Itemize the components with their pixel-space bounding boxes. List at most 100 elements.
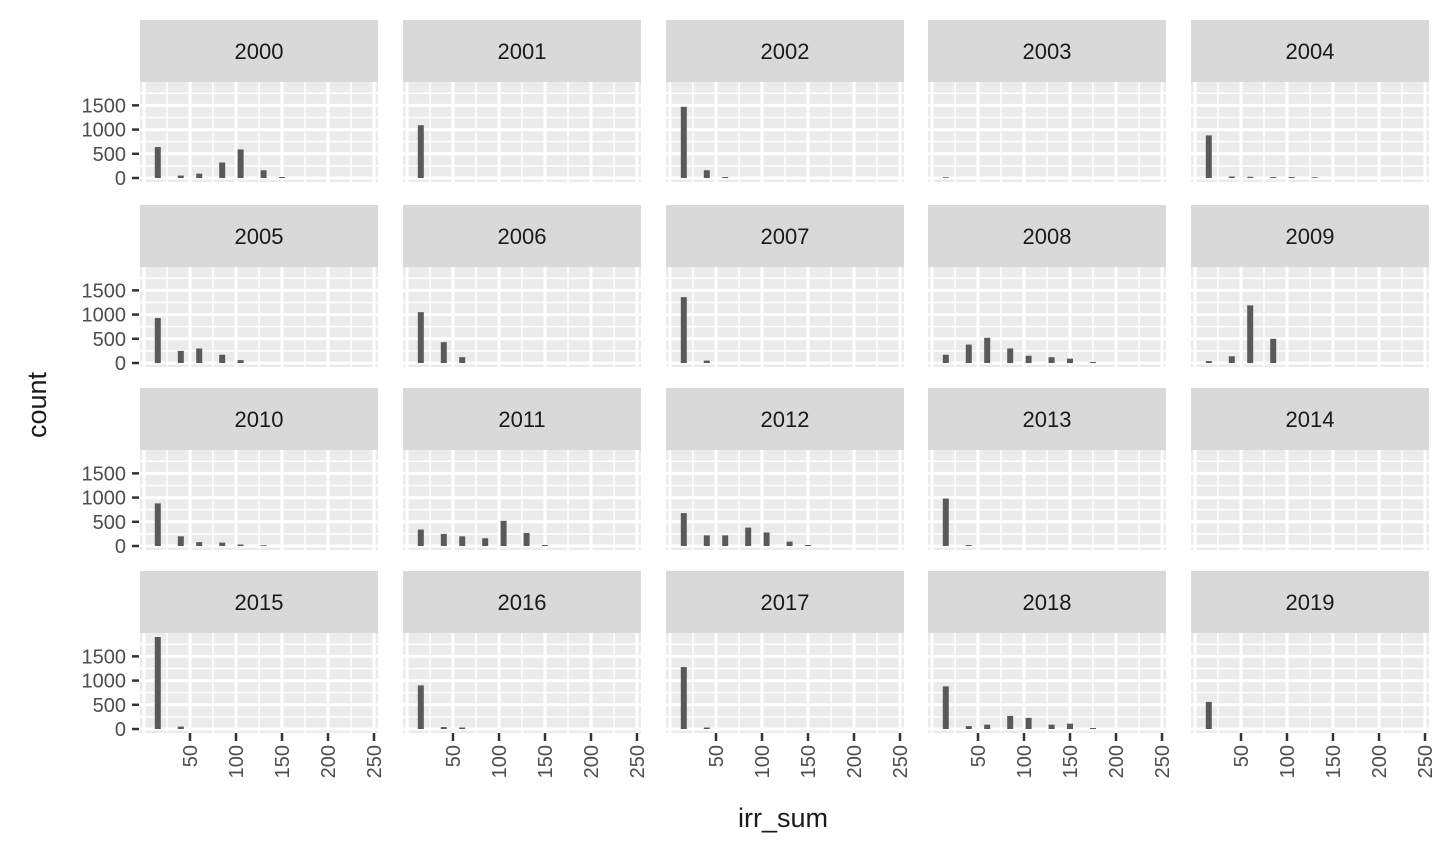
histogram-bar <box>177 175 184 178</box>
x-tick-label: 100 <box>226 745 248 778</box>
histogram-bar <box>805 545 811 546</box>
facet-panel: 2014 <box>1191 388 1429 550</box>
histogram-bar <box>417 125 424 178</box>
facet-strip-label: 2000 <box>235 39 284 64</box>
histogram-bar <box>1090 728 1096 729</box>
histogram-bar <box>459 536 466 546</box>
x-tick-label: 100 <box>1277 745 1299 778</box>
facet-strip-label: 2011 <box>498 407 545 432</box>
histogram-bar <box>965 545 972 546</box>
facet-strip <box>1191 388 1429 450</box>
facet-strip <box>403 20 641 82</box>
y-tick-label: 1000 <box>82 488 127 510</box>
histogram-bar <box>417 529 424 546</box>
y-tick-label: 1000 <box>82 120 127 142</box>
x-tick-label: 100 <box>1014 745 1036 778</box>
x-tick-label: 200 <box>318 745 340 778</box>
histogram-bar <box>1067 358 1073 363</box>
facet-strip <box>140 571 378 633</box>
facet-strip <box>140 205 378 267</box>
facet-panel: 2013 <box>928 388 1166 550</box>
facet-strip <box>928 388 1166 450</box>
facet-strip-label: 2019 <box>1286 590 1335 615</box>
facet-strip-label: 2006 <box>498 224 547 249</box>
y-tick-label: 1500 <box>82 280 127 302</box>
x-tick-label: 200 <box>844 745 866 778</box>
facet-panel: 2012 <box>666 388 904 550</box>
histogram-bar <box>417 685 424 729</box>
histogram-bar <box>219 162 226 178</box>
histogram-bar <box>1288 177 1295 178</box>
x-tick-label: 250 <box>1415 745 1437 778</box>
facet-panel: 2001 <box>403 20 641 182</box>
facet-strip-label: 2002 <box>761 39 810 64</box>
facet-strip-label: 2003 <box>1023 39 1072 64</box>
histogram-bar <box>984 337 991 363</box>
histogram-bar <box>942 686 949 729</box>
x-tick-label: 50 <box>1231 745 1253 767</box>
facet-strip <box>928 571 1166 633</box>
facet-panel: 2009 <box>1191 205 1429 367</box>
facet-panel: 2003 <box>928 20 1166 182</box>
histogram-bar <box>440 533 447 546</box>
x-tick-label: 100 <box>489 745 511 778</box>
histogram-bar <box>1205 701 1212 729</box>
histogram-bar <box>786 541 793 546</box>
facet-strip <box>403 388 641 450</box>
x-tick-label: 200 <box>581 745 603 778</box>
facet-panel: 2004 <box>1191 20 1429 182</box>
facet-strip-label: 2007 <box>761 224 810 249</box>
facet-strip-label: 2018 <box>1023 590 1072 615</box>
histogram-bar <box>177 350 184 363</box>
facet-panel: 2007 <box>666 205 904 367</box>
facet-strip <box>928 20 1166 82</box>
facet-strip <box>928 205 1166 267</box>
histogram-bar <box>680 106 687 178</box>
facet-strip <box>666 20 904 82</box>
histogram-bar <box>722 535 729 546</box>
facet-strip <box>1191 571 1429 633</box>
x-tick-label: 150 <box>1323 745 1345 778</box>
x-tick-label: 200 <box>1106 745 1128 778</box>
x-tick-label: 250 <box>364 745 386 778</box>
y-tick-label: 500 <box>93 695 126 717</box>
y-tick-label: 1000 <box>82 671 127 693</box>
x-tick-label: 150 <box>535 745 557 778</box>
facet-strip-label: 2013 <box>1023 407 1072 432</box>
histogram-bar <box>260 545 267 546</box>
x-tick-label: 250 <box>627 745 649 778</box>
facet-strip <box>1191 20 1429 82</box>
histogram-bar <box>500 520 507 546</box>
x-tick-label: 250 <box>1152 745 1174 778</box>
histogram-bar <box>1205 135 1212 178</box>
histogram-bar <box>942 354 949 363</box>
facet-panel: 2018 50 100 150 200 250 <box>928 571 1174 778</box>
x-tick-label: 50 <box>443 745 465 767</box>
histogram-bar <box>1090 362 1096 363</box>
y-tick-label: 0 <box>115 168 126 190</box>
histogram-bar <box>703 727 710 729</box>
histogram-bar <box>1025 355 1032 363</box>
histogram-bar <box>237 544 244 546</box>
histogram-bar <box>196 173 203 178</box>
histogram-bar <box>440 342 447 363</box>
histogram-bar <box>965 726 972 729</box>
histogram-bar <box>1067 723 1073 729</box>
y-tick-label: 1500 <box>82 646 127 668</box>
histogram-bar <box>154 317 161 363</box>
histogram-bar <box>219 542 226 546</box>
histogram-bar <box>703 535 710 546</box>
facet-strip <box>403 205 641 267</box>
histogram-bar <box>1048 357 1055 363</box>
y-tick-label: 1500 <box>82 463 127 485</box>
histogram-bar <box>154 503 161 546</box>
y-tick-label: 1500 <box>82 95 127 117</box>
histogram-bar <box>680 513 687 546</box>
y-tick-label: 500 <box>93 144 126 166</box>
facet-strip-label: 2005 <box>235 224 284 249</box>
histogram-bar <box>177 726 184 729</box>
facet-strip <box>666 205 904 267</box>
